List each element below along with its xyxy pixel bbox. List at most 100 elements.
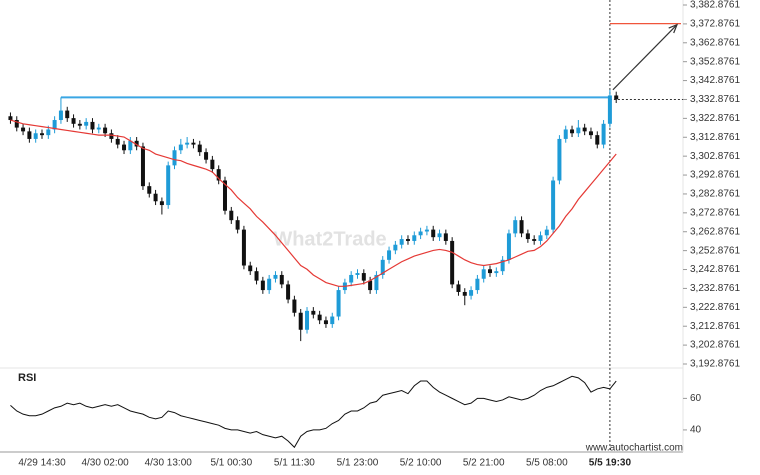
- candle-body: [570, 129, 575, 134]
- rsi-title: RSI: [18, 372, 36, 384]
- y-tick-label: 3,302.8761: [690, 151, 740, 162]
- candle-body: [475, 278, 480, 291]
- candle-body: [197, 144, 202, 153]
- x-tick-label: 5/1 00:30: [210, 458, 252, 469]
- candle-body: [336, 290, 341, 317]
- candle-body: [204, 152, 209, 160]
- candle-body: [241, 229, 246, 266]
- candle-body: [424, 229, 429, 232]
- candle-body: [298, 312, 303, 330]
- candle-body: [134, 140, 139, 147]
- rsi-tick-label: 60: [690, 393, 702, 404]
- candle-body: [462, 291, 467, 296]
- candle-body: [21, 127, 26, 132]
- candle-body: [506, 233, 511, 260]
- candle-body: [582, 127, 587, 132]
- candle-body: [58, 110, 63, 121]
- rsi-line: [10, 375, 617, 449]
- candle-body: [191, 142, 196, 145]
- candle-body: [595, 135, 600, 145]
- y-tick-label: 3,342.8761: [690, 75, 740, 86]
- candle-body: [273, 274, 278, 279]
- target-arrow-head: [668, 23, 679, 34]
- candle-body: [292, 299, 297, 313]
- candle-body: [222, 180, 227, 211]
- y-tick-label: 3,362.8761: [690, 37, 740, 48]
- candle-body: [500, 259, 505, 272]
- watermark: What2Trade: [273, 228, 386, 250]
- candle-body: [159, 201, 164, 206]
- source: www.autochartist.com: [585, 443, 683, 454]
- candle-body: [614, 95, 619, 100]
- candle-body: [235, 220, 240, 230]
- candle-body: [185, 142, 190, 145]
- candle-body: [513, 220, 518, 234]
- y-tick-label: 3,262.8761: [690, 226, 740, 237]
- candle-body: [147, 186, 152, 194]
- candle-body: [380, 259, 385, 275]
- candle-body: [494, 271, 499, 274]
- candle-body: [77, 123, 82, 126]
- candle-body: [96, 127, 101, 130]
- candle-body: [172, 150, 177, 166]
- x-tick-label: 4/29 14:30: [18, 458, 66, 469]
- rsi-tick-label: 40: [690, 425, 702, 436]
- y-tick-label: 3,192.8761: [690, 359, 740, 370]
- candle-body: [103, 127, 108, 134]
- target-arrow: [612, 24, 678, 91]
- x-tick-label: 5/2 21:00: [463, 458, 505, 469]
- x-tick-label: 5/2 10:00: [400, 458, 442, 469]
- y-tick-label: 3,242.8761: [690, 264, 740, 275]
- y-tick-label: 3,322.8761: [690, 113, 740, 124]
- candle-body: [588, 131, 593, 136]
- candle-body: [286, 284, 291, 300]
- candle-body: [481, 269, 486, 279]
- candle-body: [317, 314, 322, 321]
- candle-body: [374, 274, 379, 291]
- candle-body: [519, 220, 524, 234]
- candle-body: [248, 265, 253, 272]
- candle-body: [311, 310, 316, 315]
- y-tick-label: 3,292.8761: [690, 170, 740, 181]
- candle-body: [210, 159, 215, 170]
- candle-body: [153, 193, 158, 202]
- candle-body: [456, 284, 461, 292]
- candle-body: [254, 271, 259, 281]
- candle-body: [607, 95, 612, 124]
- candle-body: [450, 240, 455, 285]
- candle-body: [532, 239, 537, 241]
- y-tick-label: 3,272.8761: [690, 207, 740, 218]
- candle-body: [563, 129, 568, 139]
- candle-body: [418, 231, 423, 236]
- y-tick-label: 3,252.8761: [690, 245, 740, 256]
- candle-body: [260, 280, 265, 291]
- x-tick-label: 4/30 13:00: [145, 458, 193, 469]
- candle-body: [443, 233, 448, 241]
- candle-body: [323, 320, 328, 325]
- x-tick-label: 5/5 08:00: [526, 458, 568, 469]
- candle-body: [279, 274, 284, 285]
- candle-body: [525, 233, 530, 240]
- candle-body: [405, 239, 410, 241]
- candle-body: [361, 273, 366, 281]
- candle-body: [355, 273, 360, 275]
- candle-body: [109, 133, 114, 139]
- candle-body: [178, 144, 183, 151]
- y-tick-label: 3,212.8761: [690, 321, 740, 332]
- candle-body: [399, 239, 404, 245]
- candle-body: [393, 244, 398, 251]
- candle-body: [122, 144, 127, 151]
- candle-body: [488, 269, 493, 274]
- candle-body: [431, 229, 436, 238]
- candle-body: [14, 120, 19, 128]
- candle-body: [349, 274, 354, 283]
- candle-body: [52, 120, 57, 130]
- candle-body: [140, 146, 145, 187]
- candle-body: [216, 169, 221, 181]
- candle-body: [557, 138, 562, 181]
- candle-body: [538, 235, 543, 241]
- moving-average: [10, 119, 617, 287]
- candle-body: [368, 280, 373, 291]
- y-tick-label: 3,332.8761: [690, 94, 740, 105]
